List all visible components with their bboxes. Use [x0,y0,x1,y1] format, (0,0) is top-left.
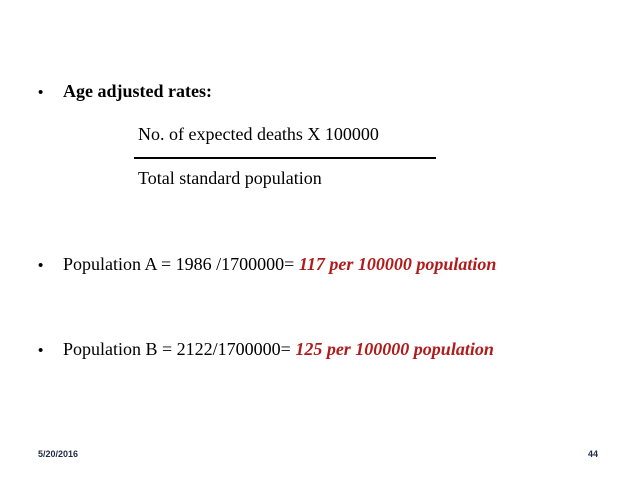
fraction-bar [134,157,436,159]
formula-denominator: Total standard population [138,168,322,188]
population-b-text: Population B = 2122/1700000= [63,339,296,359]
population-a-text: Population A = 1986 /1700000= [63,254,299,274]
bullet-dot: • [38,84,44,101]
age-adjusted-label: Age adjusted rates: [63,81,212,101]
bullet-population-a: • Population A = 1986 /1700000= 117 per 1… [38,253,496,277]
footer-date: 5/20/2016 [38,449,79,459]
bullet-population-b: • Population B = 2122/1700000= 125 per 10… [38,338,494,362]
bullet-dot: • [38,342,44,359]
formula-numerator: No. of expected deaths X 100000 [138,124,379,144]
footer-page-number: 44 [588,449,599,459]
bullet-dot: • [38,257,44,274]
bullet-age-adjusted: • Age adjusted rates: [38,80,212,104]
population-b-result: 125 per 100000 population [295,339,494,359]
population-a-result: 117 per 100000 population [298,254,497,274]
